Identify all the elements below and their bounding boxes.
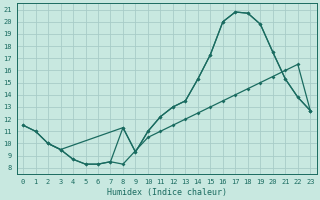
X-axis label: Humidex (Indice chaleur): Humidex (Indice chaleur) [107,188,227,197]
